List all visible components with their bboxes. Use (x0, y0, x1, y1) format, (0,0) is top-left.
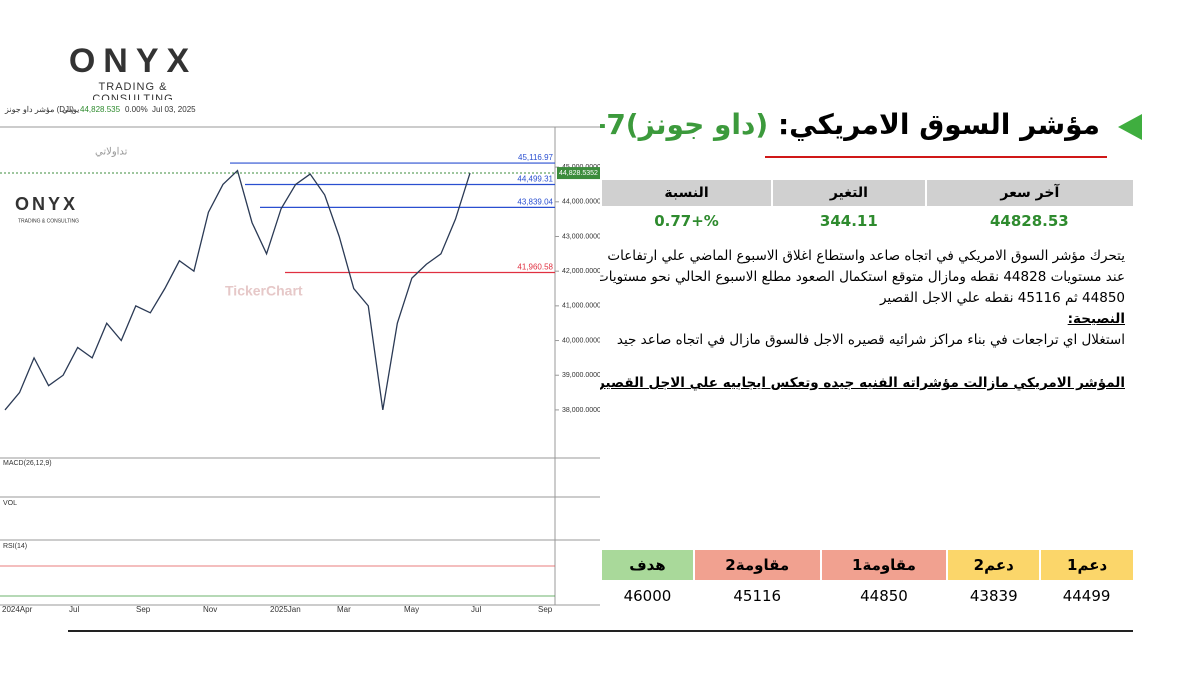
level-header: دعم1 (1039, 550, 1133, 580)
quote-value: 44828.53 (989, 212, 1069, 230)
level-value: 43839 (969, 587, 1018, 605)
chart-header: 0.00% (125, 105, 148, 114)
quote-header: التغير (771, 180, 926, 206)
x-tick-label: Sep (538, 605, 553, 614)
price-chart: مؤشر داو جونز (DJI)يومي 44,828.535 0.00% Ju… (0, 100, 600, 620)
y-tick-label: 43,000.0000 (562, 233, 600, 240)
indicator-label: MACD(26,12,9) (3, 460, 52, 467)
conclusion: المؤشر الامريكي مازالت مؤشراته الفنيه جي… (597, 375, 1125, 391)
indicator-label: VOL (3, 500, 17, 507)
last-price-label: 44,828.5352 (559, 170, 598, 177)
advice: استغلال اي تراجعات في بناء مراكز شرائيه … (616, 332, 1125, 348)
price-line (4, 169, 471, 411)
title-main: مؤشر السوق الامريكي: (777, 108, 1100, 141)
x-tick-label: Jul (69, 605, 79, 614)
quote-header: آخر سعر (924, 180, 1133, 206)
chart-header: 44,828.535 (80, 105, 121, 114)
levels-table: دعم1 دعم2 مقاومة1 مقاومة2 هدف 44499 43839 4485… (600, 550, 1133, 612)
y-tick-label: 38,000.0000 (562, 407, 600, 414)
analysis-text: يتحرك مؤشر السوق الامريكي في اتجاه صاعد … (596, 248, 1125, 306)
chart-bg (0, 100, 600, 620)
level-label: 43,839.04 (517, 197, 553, 206)
x-tick-label: 2024Apr (2, 605, 33, 614)
chart-header: Jul 03, 2025 (152, 105, 196, 114)
level-label: 45,116.97 (518, 153, 554, 162)
title-underline (765, 156, 1107, 158)
watermark: TickerChart (225, 283, 303, 299)
level-label: 44,499.31 (517, 175, 553, 184)
x-tick-label: Jul (471, 605, 481, 614)
level-value: 44850 (860, 587, 908, 605)
quote-value: 344.11 (819, 212, 878, 230)
y-tick-label: 42,000.0000 (562, 268, 600, 275)
level-header: مقاومة2 (692, 550, 821, 580)
level-value: 46000 (623, 587, 672, 605)
analysis: يتحرك مؤشر السوق الامريكي في اتجاه صاعد … (595, 246, 1125, 394)
quote-table: آخر سعر التغير النسبة 44828.53 344.11 %+0.77 (599, 180, 1133, 236)
x-tick-label: 2025Jan (270, 605, 301, 614)
x-tick-label: Sep (136, 605, 151, 614)
logo-name: ONYX (68, 42, 198, 80)
y-tick-label: 44,000.0000 (562, 199, 600, 206)
quote-value: %+0.77 (654, 212, 719, 230)
last-price-box (557, 167, 600, 180)
y-tick-label: 41,000.0000 (562, 303, 600, 310)
level-value: 44499 (1062, 587, 1111, 605)
chart-header: يومي (62, 105, 79, 114)
level-value: 45116 (733, 587, 782, 605)
y-tick-label: 40,000.0000 (562, 337, 600, 344)
x-tick-label: May (404, 605, 419, 614)
indicator-label: RSI(14) (3, 543, 27, 550)
chart-logo: ONYX (15, 194, 78, 214)
chart-header: مؤشر داو جونز (DJI) (4, 105, 74, 114)
quote-header: النسبة (599, 180, 773, 206)
advice-label: النصيحة: (1067, 311, 1125, 327)
level-header: هدف (600, 550, 694, 580)
chart-logo-tagline: TRADING & CONSULTING (18, 218, 79, 224)
footer-rule (68, 630, 1133, 632)
x-tick-label: Mar (337, 605, 351, 614)
y-tick-label: 39,000.0000 (562, 372, 600, 379)
level-header: دعم2 (946, 550, 1041, 580)
title-arrow (1118, 114, 1142, 140)
level-header: مقاومة1 (819, 550, 948, 580)
level-label: 41,960.58 (517, 263, 553, 272)
brand: تداولاتي (95, 147, 128, 158)
x-tick-label: Nov (203, 605, 217, 614)
logo: ONYX TRADING & CONSULTING (58, 42, 208, 105)
